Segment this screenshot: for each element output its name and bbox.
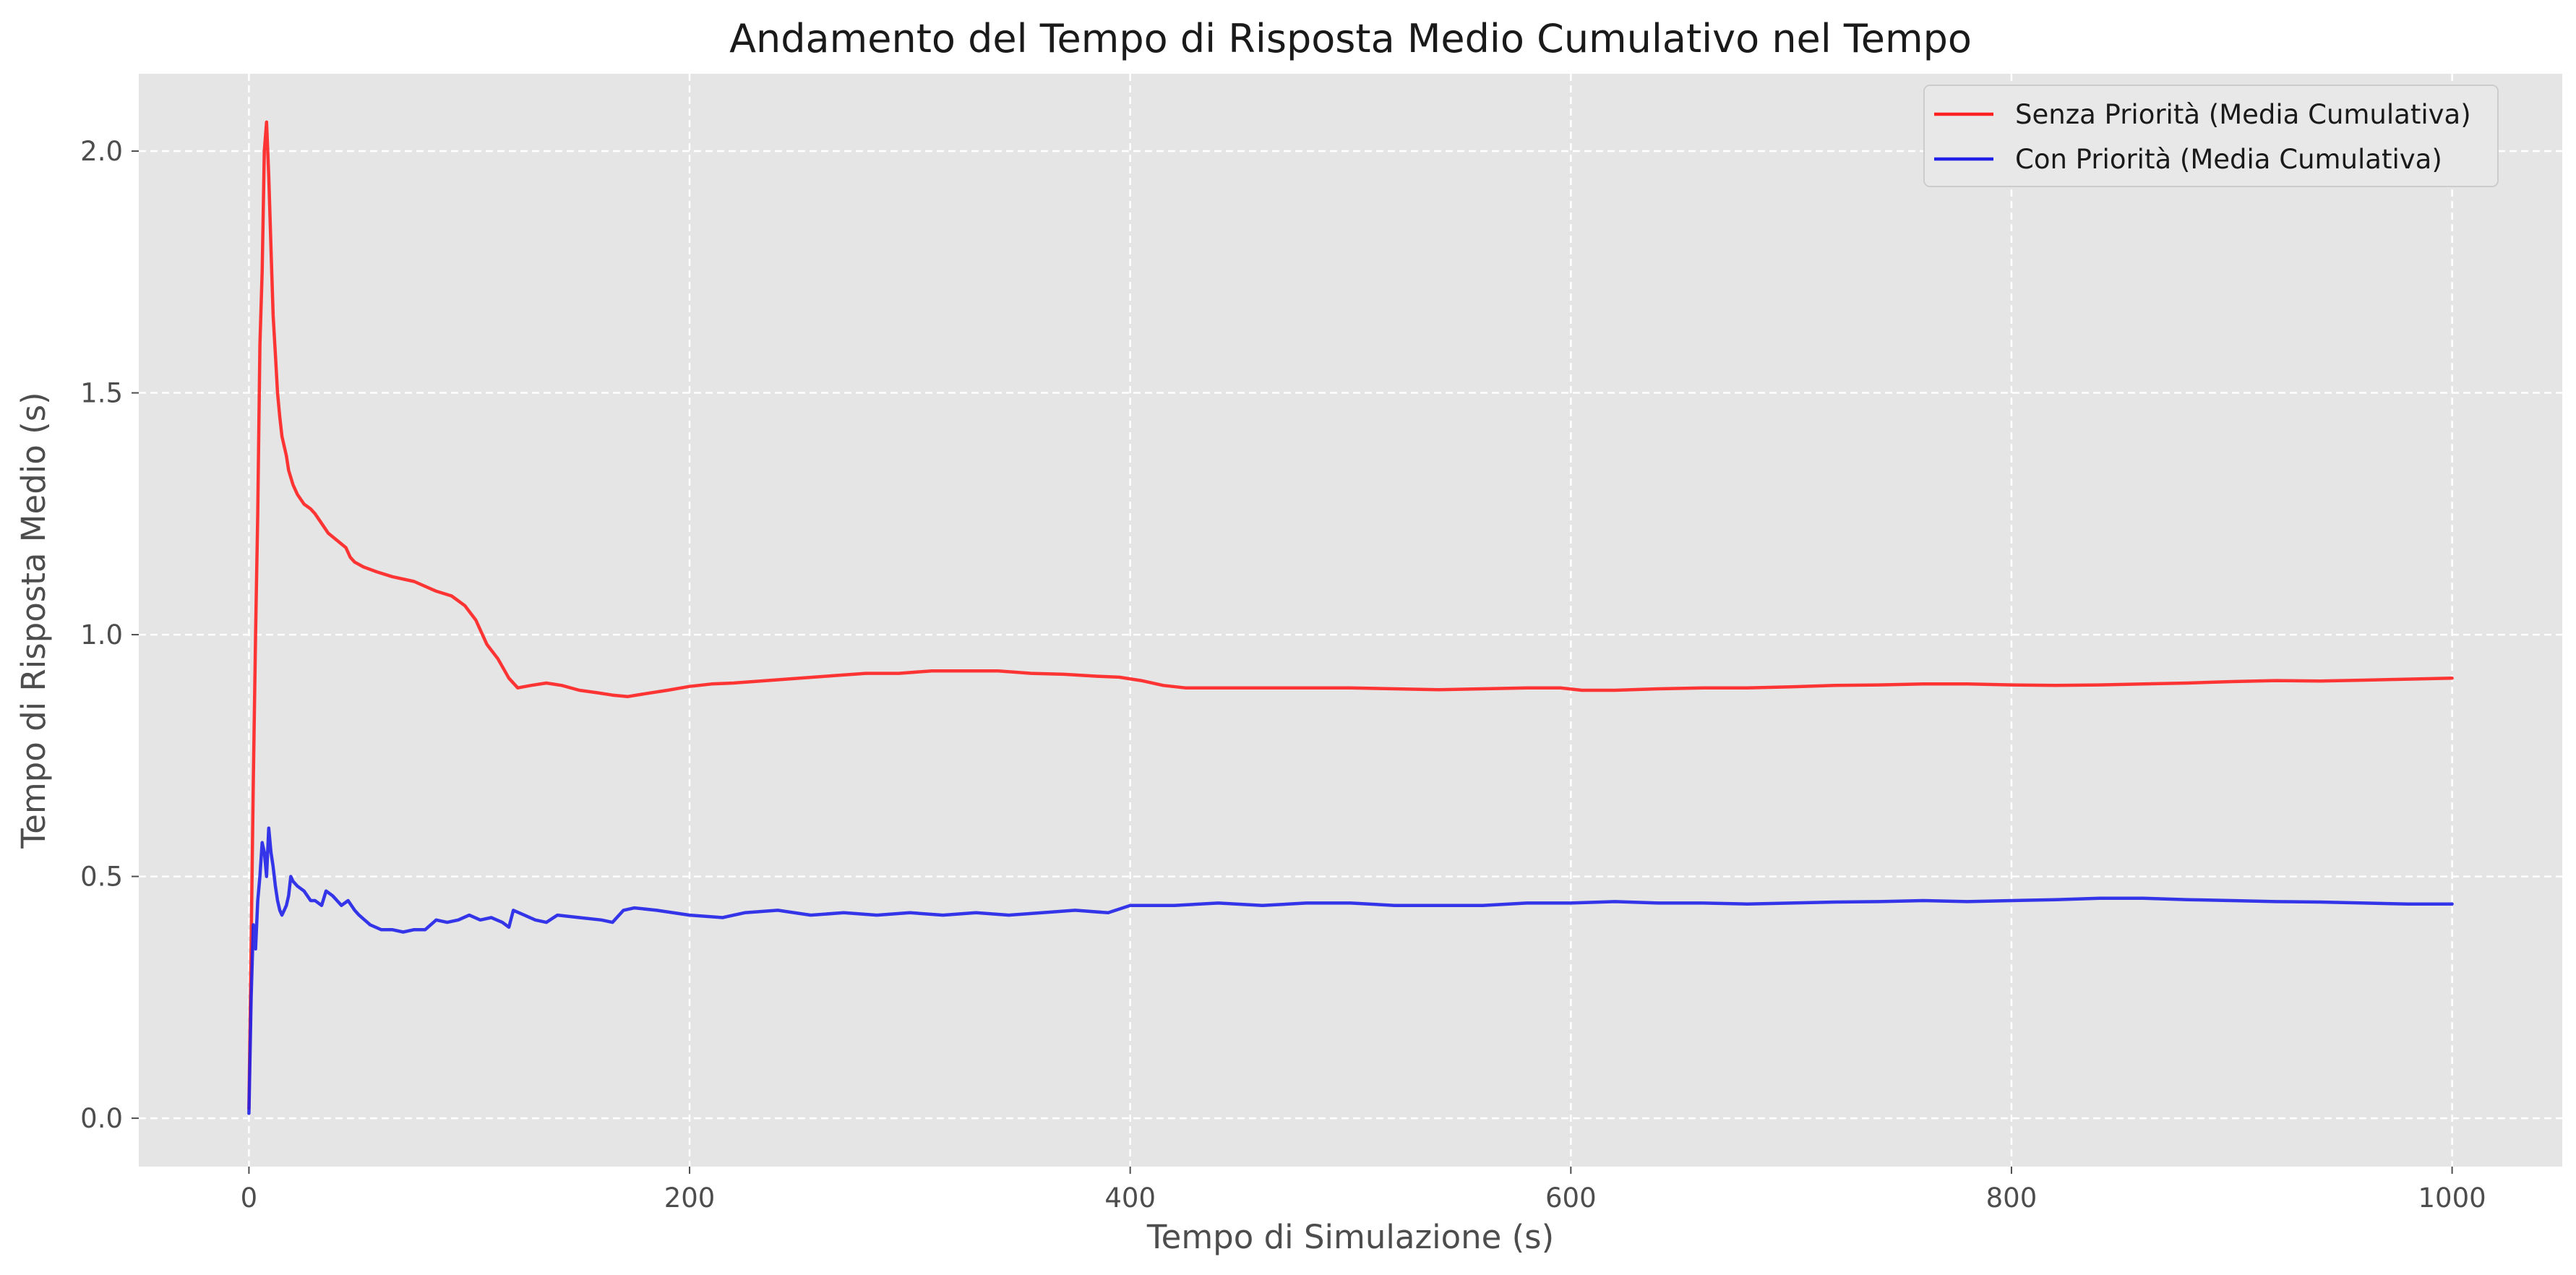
x-axis-label: Tempo di Simulazione (s) bbox=[1146, 1218, 1554, 1256]
y-tick-label: 1.0 bbox=[80, 619, 123, 651]
y-tick-label: 1.5 bbox=[80, 378, 123, 409]
x-tick-label: 800 bbox=[1986, 1182, 2038, 1214]
y-tick-label: 0.0 bbox=[80, 1103, 123, 1134]
x-tick-label: 400 bbox=[1104, 1182, 1156, 1214]
series-lines bbox=[247, 120, 2454, 1115]
x-tick-label: 600 bbox=[1545, 1182, 1597, 1214]
series-line-2 bbox=[247, 826, 2454, 1115]
legend-label: Senza Priorità (Media Cumulativa) bbox=[2015, 99, 2471, 130]
x-tick-label: 200 bbox=[664, 1182, 716, 1214]
legend-box bbox=[1923, 85, 2499, 187]
chart-title: Andamento del Tempo di Risposta Medio Cu… bbox=[729, 16, 1972, 61]
y-axis-label: Tempo di Risposta Medio (s) bbox=[14, 392, 53, 849]
x-tick-label: 0 bbox=[241, 1182, 258, 1214]
x-tick-label: 1000 bbox=[2418, 1182, 2486, 1214]
legend: Senza Priorità (Media Cumulativa) Con Pri… bbox=[1923, 85, 2499, 187]
axis-ticks: 0 200 400 600 800 1000 0.0 0.5 1.0 1.5 2.0 bbox=[80, 136, 2486, 1214]
legend-label: Con Priorità (Media Cumulativa) bbox=[2015, 144, 2442, 175]
y-tick-label: 0.5 bbox=[80, 862, 123, 893]
series-line-1 bbox=[247, 120, 2454, 1110]
plot-area bbox=[139, 74, 2562, 1167]
grid-lines bbox=[139, 74, 2562, 1167]
y-tick-label: 2.0 bbox=[80, 136, 123, 167]
